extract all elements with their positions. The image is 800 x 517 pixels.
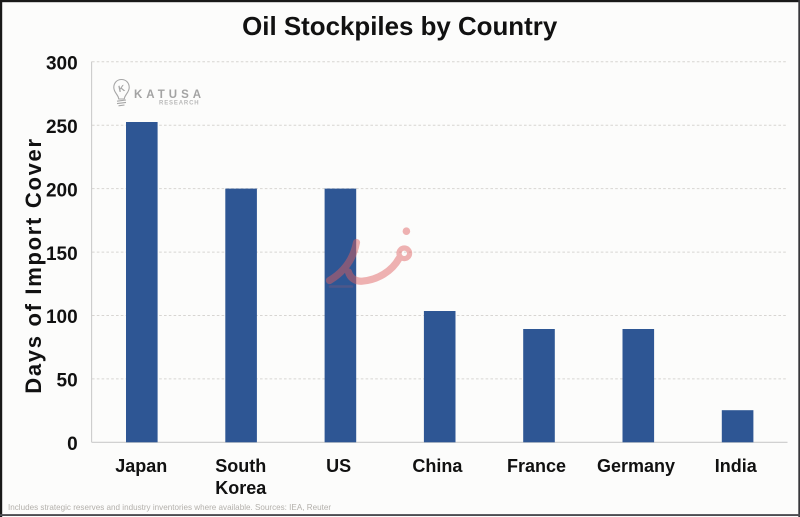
svg-text:US: US xyxy=(326,456,351,476)
svg-text:Includes strategic reserves an: Includes strategic reserves and industry… xyxy=(8,503,331,512)
svg-text:K: K xyxy=(117,83,126,94)
svg-text:Oil Stockpiles by Country: Oil Stockpiles by Country xyxy=(242,13,558,41)
svg-text:300: 300 xyxy=(46,54,78,75)
svg-text:200: 200 xyxy=(46,180,78,201)
svg-text:Japan: Japan xyxy=(115,456,167,476)
svg-text:France: France xyxy=(507,456,566,476)
svg-text:KATUSA: KATUSA xyxy=(134,89,205,101)
svg-text:China: China xyxy=(412,456,463,476)
svg-text:100: 100 xyxy=(46,307,78,328)
svg-text:RESEARCH: RESEARCH xyxy=(159,101,199,107)
svg-text:0: 0 xyxy=(67,434,78,455)
svg-text:South: South xyxy=(215,456,266,476)
svg-text:Korea: Korea xyxy=(215,478,267,498)
svg-text:250: 250 xyxy=(46,117,78,138)
svg-text:Germany: Germany xyxy=(597,456,675,476)
svg-text:150: 150 xyxy=(46,244,78,265)
svg-text:50: 50 xyxy=(57,371,78,392)
svg-text:India: India xyxy=(715,456,758,476)
svg-text:Days of Import Cover: Days of Import Cover xyxy=(21,137,46,394)
